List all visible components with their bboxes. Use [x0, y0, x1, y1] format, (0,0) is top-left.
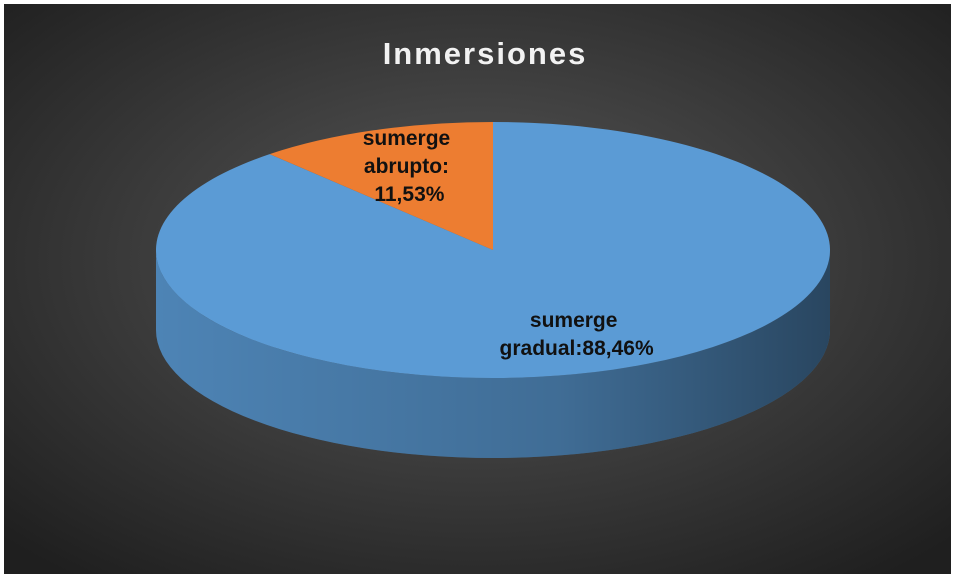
plot: sumerge gradual:88,46% sumerge abrupto: 1… — [155, 122, 830, 458]
data-label: sumerge gradual:88,46% — [500, 309, 654, 360]
slice-side-shade — [156, 250, 830, 458]
slice — [269, 122, 493, 250]
chart-title: Inmersiones — [383, 36, 588, 71]
data-label: sumerge abrupto: 11,53% — [363, 127, 456, 206]
slice — [155, 122, 830, 378]
